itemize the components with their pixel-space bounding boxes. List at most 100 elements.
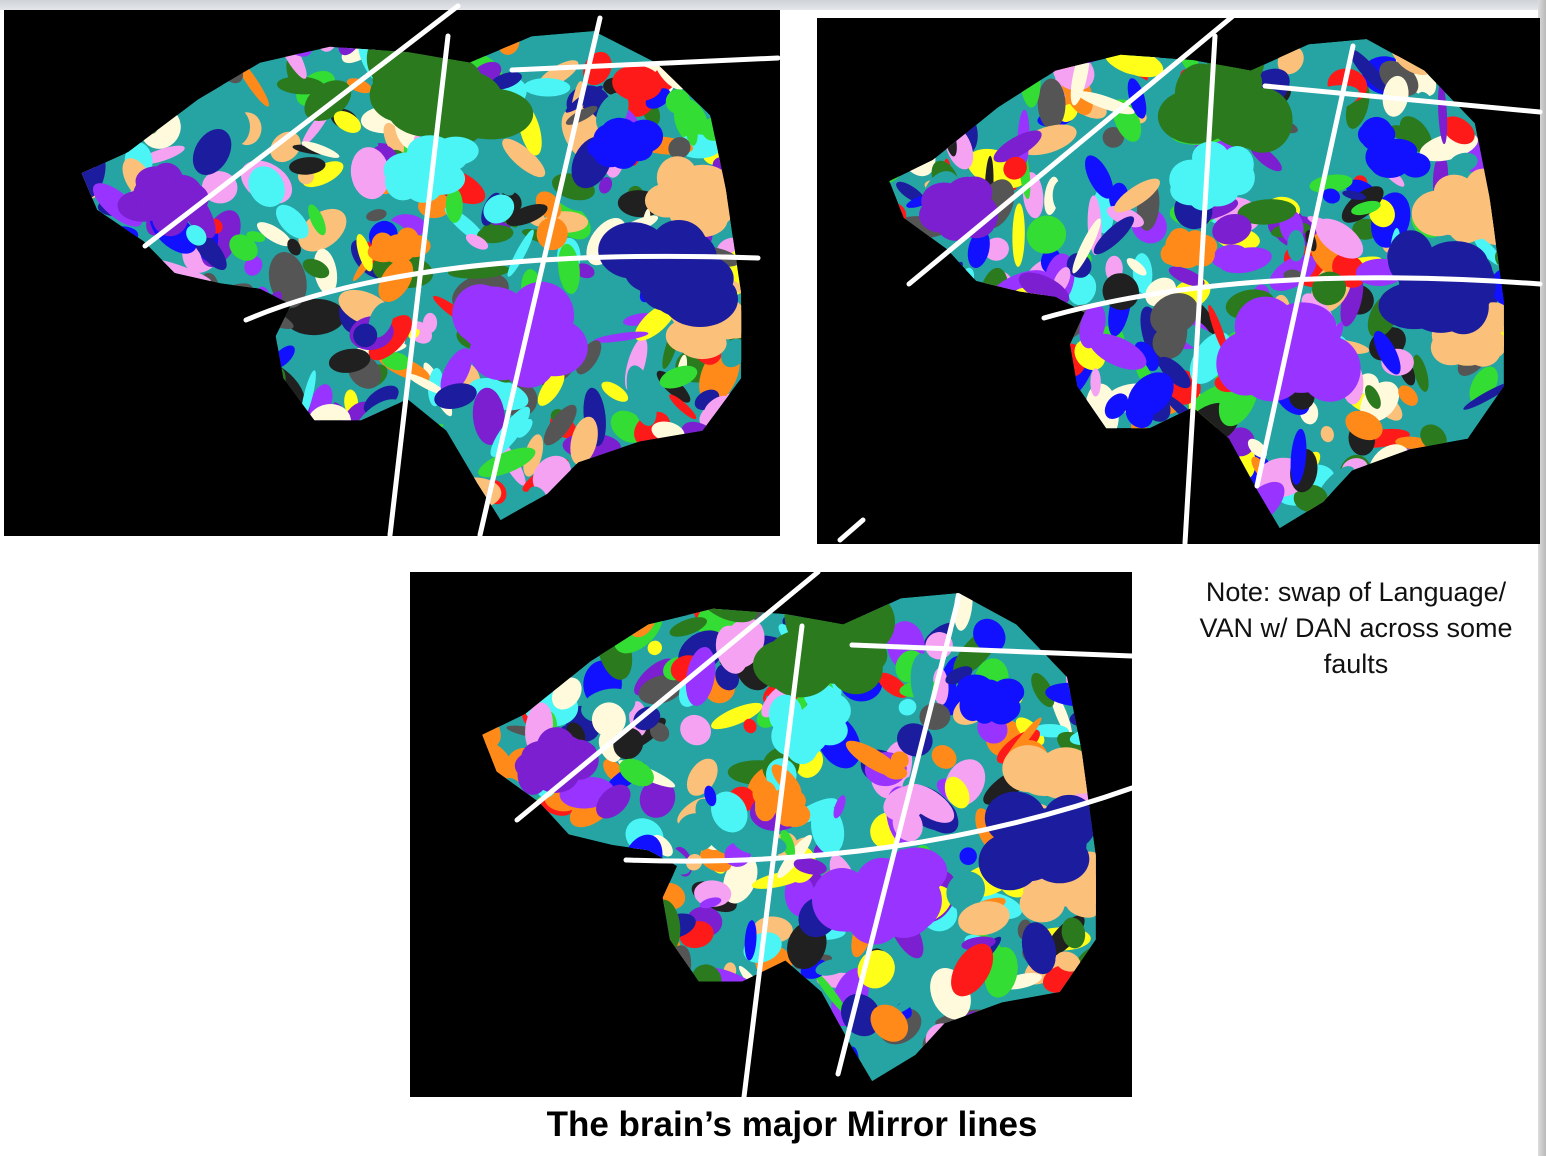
parcel xyxy=(482,678,511,715)
parcel xyxy=(289,438,320,490)
parcel xyxy=(1125,398,1154,429)
parcel xyxy=(625,862,660,915)
parcel xyxy=(1170,174,1213,206)
parcel xyxy=(1341,482,1364,504)
parcel xyxy=(593,1007,618,1021)
parcel xyxy=(228,341,266,367)
parcel xyxy=(603,1002,648,1043)
parcel xyxy=(91,31,130,64)
parcel xyxy=(482,1028,512,1048)
parcel xyxy=(492,949,519,988)
parcel xyxy=(507,677,530,706)
parcel xyxy=(1471,39,1497,69)
parcel xyxy=(521,1054,551,1082)
parcel xyxy=(889,50,931,85)
parcel xyxy=(180,73,213,88)
parcel xyxy=(368,468,400,511)
parcel xyxy=(85,442,120,483)
parcel xyxy=(100,501,117,521)
parcel xyxy=(220,344,258,383)
parcel xyxy=(670,186,709,230)
parcel xyxy=(482,777,506,816)
parcel xyxy=(972,295,1025,325)
parcel xyxy=(111,400,137,423)
parcel xyxy=(905,109,940,158)
parcel xyxy=(1438,513,1459,528)
parcel xyxy=(605,859,630,887)
parcel xyxy=(1176,457,1203,484)
parcel xyxy=(889,378,914,397)
parcel xyxy=(1004,39,1018,59)
parcel xyxy=(1031,466,1051,492)
parcel xyxy=(1093,445,1147,487)
parcel xyxy=(937,210,974,241)
parcel xyxy=(196,329,224,351)
parcel xyxy=(165,493,197,520)
parcel xyxy=(1400,466,1443,522)
parcel xyxy=(482,815,503,846)
parcel xyxy=(1395,436,1430,450)
parcel xyxy=(1496,119,1504,143)
parcel xyxy=(364,423,403,467)
parcel xyxy=(889,356,914,381)
parcel xyxy=(1020,368,1053,386)
parcel xyxy=(1074,975,1096,994)
parcel xyxy=(1449,152,1478,173)
parcel xyxy=(276,490,292,504)
parcel xyxy=(324,426,369,464)
parcel xyxy=(387,83,473,138)
parcel xyxy=(578,900,594,958)
parcel xyxy=(1287,230,1305,262)
parcel xyxy=(469,323,534,381)
parcel xyxy=(650,484,706,521)
parcel xyxy=(1021,1013,1059,1030)
parcel xyxy=(1359,116,1394,151)
parcel xyxy=(931,48,963,88)
parcel xyxy=(581,639,595,658)
parcel xyxy=(894,375,918,434)
parcel xyxy=(1175,418,1206,475)
parcel xyxy=(1046,1048,1072,1065)
parcel xyxy=(1023,593,1041,609)
parcel xyxy=(533,1019,561,1066)
parcel xyxy=(216,486,243,500)
parcel xyxy=(1004,435,1054,474)
parcel xyxy=(344,424,376,449)
parcel xyxy=(160,489,181,512)
parcel xyxy=(1068,883,1096,915)
parcel xyxy=(1172,483,1209,528)
parcel xyxy=(1450,449,1468,466)
parcel xyxy=(81,274,99,288)
parcel xyxy=(1180,493,1222,513)
parcel xyxy=(83,478,112,518)
parcel xyxy=(811,715,848,746)
parcel xyxy=(1501,93,1504,110)
parcel xyxy=(130,256,146,278)
brain-map-top-left xyxy=(4,10,780,536)
parcel xyxy=(710,75,720,97)
parcel xyxy=(88,136,111,160)
parcel xyxy=(634,1022,679,1049)
parcel xyxy=(889,384,898,423)
parcel xyxy=(588,963,646,997)
parcel xyxy=(731,979,772,1031)
parcel xyxy=(81,283,103,304)
parcel xyxy=(607,875,645,917)
parcel xyxy=(721,338,742,368)
parcel xyxy=(625,953,673,1002)
parcel xyxy=(975,1032,1024,1054)
parcel xyxy=(1299,336,1361,402)
parcel xyxy=(183,400,205,415)
parcel xyxy=(896,330,919,353)
parcel xyxy=(491,646,535,695)
parcel xyxy=(105,121,146,143)
parcel xyxy=(240,309,276,344)
parcel xyxy=(1062,483,1080,504)
parcel xyxy=(735,401,742,414)
parcel xyxy=(889,366,915,387)
parcel xyxy=(1058,462,1076,494)
parcel xyxy=(307,479,329,508)
parcel xyxy=(224,348,242,404)
parcel xyxy=(1087,426,1104,450)
parcel xyxy=(1187,500,1228,526)
